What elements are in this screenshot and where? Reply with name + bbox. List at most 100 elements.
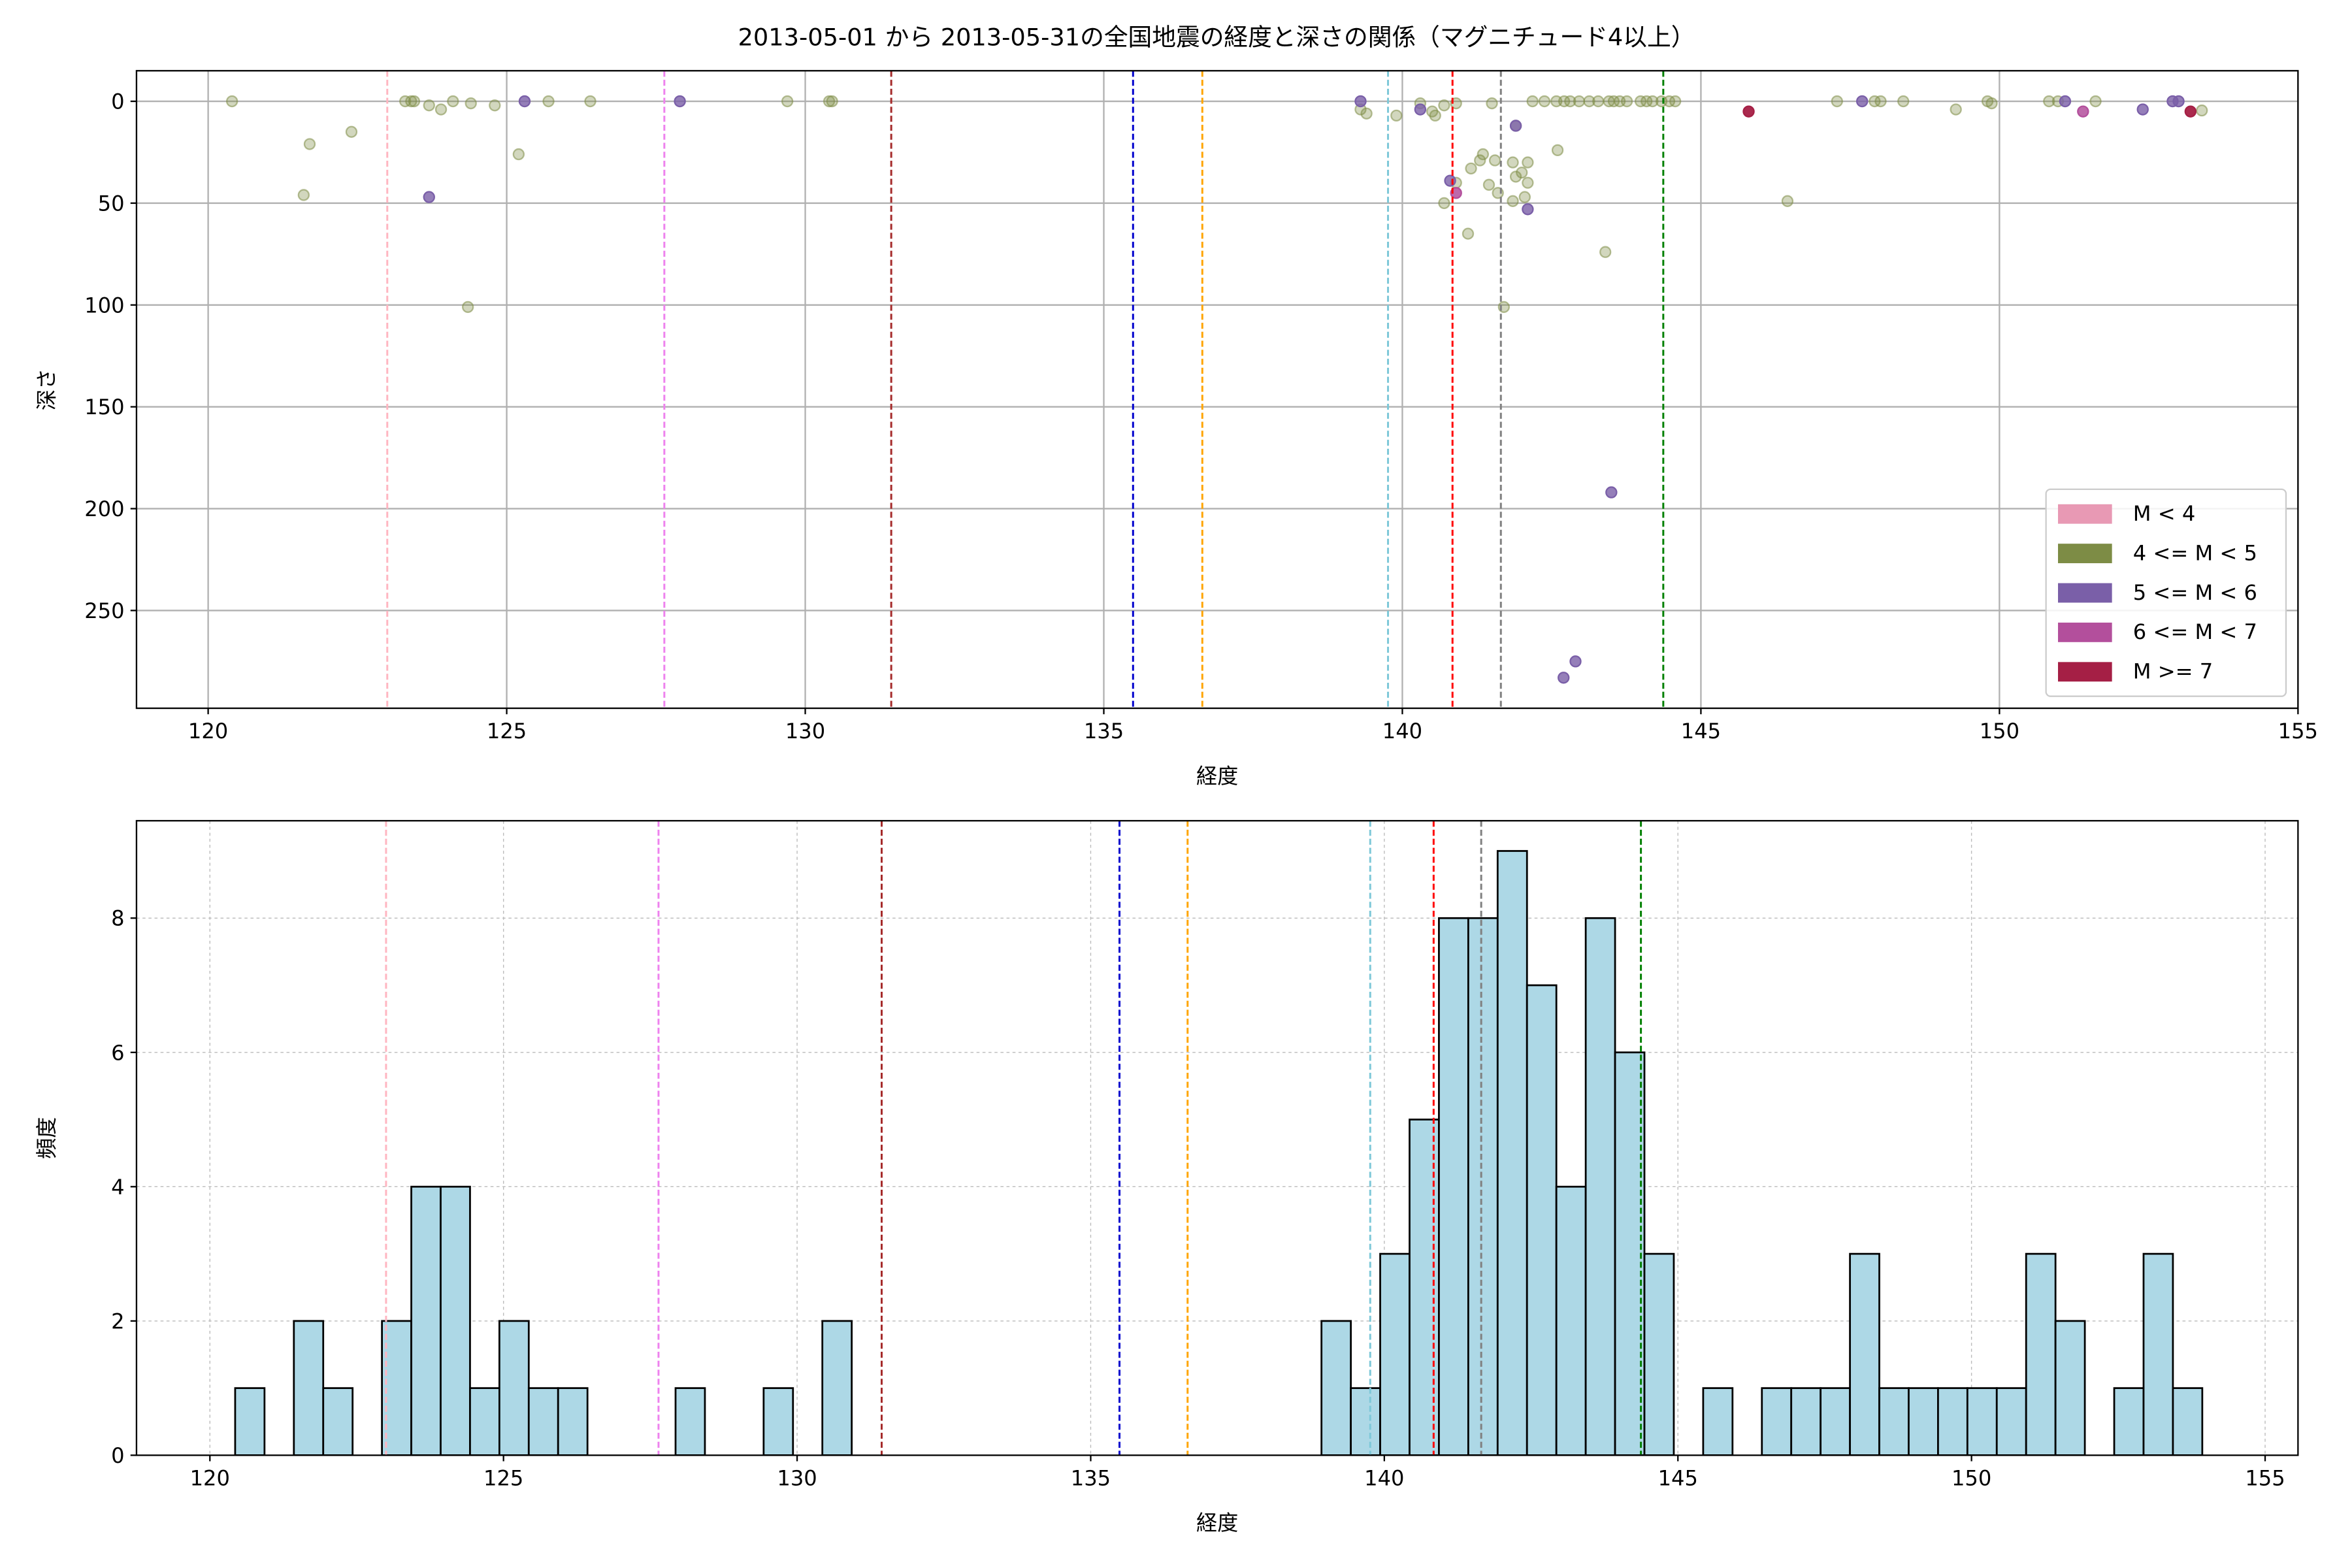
point <box>2089 95 2102 108</box>
x-tick-label: 145 <box>1658 1465 1698 1490</box>
bar <box>1526 984 1558 1456</box>
point <box>447 95 459 108</box>
point <box>823 95 836 108</box>
point <box>345 125 358 138</box>
point <box>1592 95 1605 108</box>
bar <box>1908 1387 1939 1456</box>
point <box>1507 195 1519 207</box>
bar <box>498 1320 530 1456</box>
point <box>1605 486 1618 498</box>
point <box>1438 99 1450 112</box>
y-tick-label: 150 <box>84 395 124 419</box>
bar <box>1995 1387 2027 1456</box>
legend-label: 5 <= M < 6 <box>2133 580 2257 605</box>
point <box>461 301 474 314</box>
point <box>423 99 435 112</box>
point <box>2184 105 2197 118</box>
bar <box>440 1185 471 1456</box>
x-tick-label: 155 <box>2245 1465 2285 1490</box>
x-tick-label: 150 <box>1952 1465 1991 1490</box>
point <box>674 95 686 108</box>
point <box>1522 156 1534 169</box>
bar <box>1496 850 1528 1456</box>
bar <box>2025 1252 2057 1456</box>
point <box>489 99 501 112</box>
y-tick-label: 200 <box>84 497 124 521</box>
point <box>1564 95 1576 108</box>
bar <box>234 1387 266 1456</box>
point <box>1465 162 1477 175</box>
bar <box>762 1387 794 1456</box>
x-tick-label: 130 <box>777 1465 817 1490</box>
axes-frame <box>135 70 2299 710</box>
x-axis-label: 経度 <box>1196 764 1238 789</box>
x-tick-label: 135 <box>1084 719 1124 743</box>
point <box>826 95 838 108</box>
bar <box>293 1320 325 1456</box>
point <box>2077 105 2089 118</box>
x-tick-label: 125 <box>483 1465 523 1490</box>
bar <box>1761 1387 1793 1456</box>
point <box>1526 95 1539 108</box>
legend-label: 4 <= M < 5 <box>2133 540 2257 565</box>
point <box>1518 191 1531 203</box>
point <box>465 97 477 110</box>
point <box>1599 246 1612 258</box>
point <box>518 95 531 108</box>
bar <box>1849 1252 1880 1456</box>
legend-swatch <box>2058 504 2112 524</box>
point <box>512 148 525 161</box>
marks <box>225 71 2208 709</box>
bar <box>322 1387 354 1456</box>
legend-box <box>2045 488 2287 697</box>
legend-swatch <box>2058 583 2112 603</box>
x-tick-label: 130 <box>785 719 825 743</box>
point <box>1831 95 1843 108</box>
point <box>1429 109 1441 122</box>
point <box>1474 154 1486 167</box>
x-tick-label: 125 <box>487 719 527 743</box>
point <box>405 95 417 108</box>
bar <box>2172 1387 2204 1456</box>
point <box>1781 195 1794 207</box>
y-tick-label: 250 <box>84 598 124 623</box>
x-tick-label: 150 <box>1980 719 2019 743</box>
bar <box>469 1387 500 1456</box>
bar <box>1614 1051 1646 1456</box>
point <box>2136 103 2149 116</box>
plot: 120 125 130 135 140 145 150 155 0 50 100 150 200 250 経… <box>35 70 2318 789</box>
point <box>1486 97 1498 110</box>
y-tick-label: 0 <box>111 90 124 114</box>
legend: M < 4 4 <= M < 5 5 <= M < 6 6 <= M < 7 M >= … <box>2045 488 2287 697</box>
bar <box>527 1387 559 1456</box>
bar <box>1643 1252 1675 1456</box>
point <box>542 95 555 108</box>
y-axis-label: 頻度 <box>35 1117 59 1159</box>
point <box>1414 103 1427 116</box>
x-tick-label: 140 <box>1382 719 1422 743</box>
point <box>1360 107 1373 120</box>
point <box>1438 197 1450 210</box>
y-tick-label: 100 <box>84 293 124 318</box>
x-tick-label: 120 <box>190 1465 230 1490</box>
point <box>1509 120 1522 132</box>
point <box>2043 95 2055 108</box>
axes-frame <box>135 820 2299 1456</box>
x-tick-label: 135 <box>1071 1465 1111 1490</box>
bar <box>1790 1387 1822 1456</box>
point <box>1950 103 1962 116</box>
bar <box>1820 1387 1851 1456</box>
bar <box>1379 1252 1411 1456</box>
legend-swatch <box>2058 622 2112 642</box>
y-tick-label: 0 <box>111 1443 124 1468</box>
x-axis-label: 経度 <box>1196 1511 1238 1535</box>
x-tick-label: 140 <box>1364 1465 1404 1490</box>
y-tick-label: 2 <box>111 1309 124 1333</box>
bar <box>557 1387 589 1456</box>
point <box>1488 154 1501 167</box>
y-axis-label: 深さ <box>35 368 59 410</box>
bar <box>1702 1387 1734 1456</box>
bar <box>1555 1185 1587 1456</box>
point <box>1522 203 1534 216</box>
